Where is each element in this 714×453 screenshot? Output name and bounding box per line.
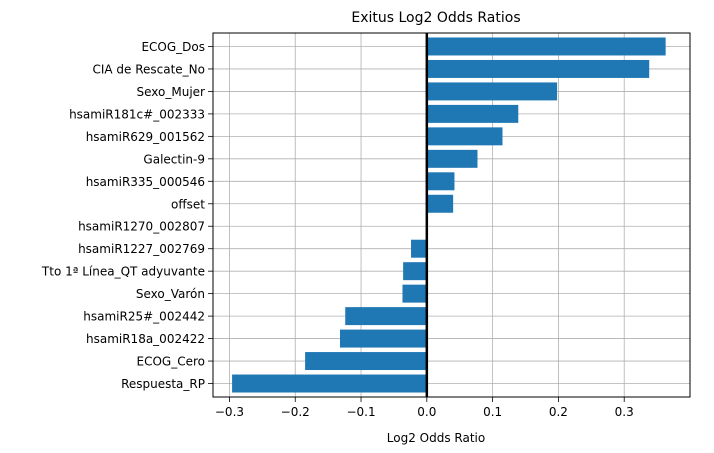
bar — [411, 239, 427, 258]
bar — [402, 284, 427, 303]
y-tick-label: hsamiR1270_002807 — [78, 220, 205, 234]
bar — [232, 374, 427, 393]
y-tick-label: hsamiR335_000546 — [86, 175, 205, 189]
x-tick-label: −0.1 — [346, 405, 375, 419]
y-tick-label: hsamiR181c#_002333 — [69, 107, 205, 121]
x-tick-label: 0.0 — [417, 405, 436, 419]
plot-frame — [212, 32, 691, 398]
y-tick-label: ECOG_Cero — [137, 355, 205, 369]
y-tick-label: Respuesta_RP — [121, 377, 205, 391]
x-tick-label: −0.2 — [281, 405, 310, 419]
y-tick-label: hsamiR1227_002769 — [78, 242, 205, 256]
y-tick-label: CIA de Rescate_No — [92, 62, 205, 76]
bar — [426, 59, 650, 78]
y-tick-label: hsamiR18a_002422 — [86, 332, 205, 346]
chart-title: Exitus Log2 Odds Ratios — [351, 10, 520, 26]
x-tick-label: 0.3 — [615, 405, 634, 419]
x-tick-label: −0.3 — [215, 405, 244, 419]
x-axis-ticks: −0.3 −0.2 −0.1 0.0 0.1 0.2 0.3 — [215, 397, 634, 419]
y-tick-label: Sexo_Mujer — [137, 85, 206, 99]
y-tick-label: Galectin-9 — [143, 152, 205, 166]
bar — [305, 352, 427, 371]
y-tick-label: ECOG_Dos — [141, 40, 205, 54]
x-tick-label: 0.1 — [483, 405, 502, 419]
bar — [339, 329, 427, 348]
bar — [426, 194, 454, 213]
y-axis-ticks: ECOG_Dos CIA de Rescate_No Sexo_Mujerhsami… — [41, 40, 213, 391]
bars — [232, 37, 666, 393]
x-tick-label: 0.2 — [549, 405, 568, 419]
bar — [403, 262, 427, 281]
x-axis-title: Log2 Odds Ratio — [387, 431, 485, 445]
y-tick-label: hsamiR629_001562 — [86, 130, 205, 144]
y-tick-label: Sexo_Varón — [136, 287, 205, 301]
bar — [426, 82, 558, 101]
bar — [426, 149, 478, 168]
y-tick-label: offset — [171, 197, 205, 211]
bar — [426, 172, 455, 191]
y-tick-label: Tto 1ª Línea_QT adyuvante — [41, 265, 205, 279]
bar — [345, 307, 427, 326]
bar — [426, 127, 503, 146]
bar — [426, 104, 519, 123]
bar — [426, 37, 666, 56]
y-tick-label: hsamiR25#_002442 — [83, 310, 205, 324]
